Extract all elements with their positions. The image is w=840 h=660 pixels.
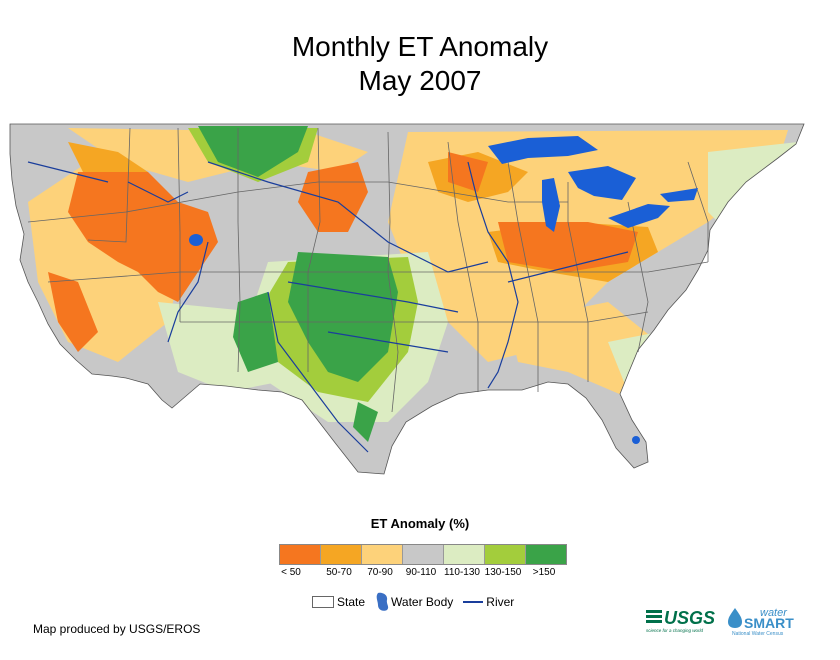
state-legend-item: State bbox=[312, 595, 365, 609]
water-body-legend-label: Water Body bbox=[391, 595, 454, 609]
national-water-census-text: National Water Census bbox=[732, 631, 784, 637]
lake-erie bbox=[608, 204, 670, 228]
usgs-tagline: science for a changing world bbox=[646, 628, 704, 633]
map-credit: Map produced by USGS/EROS bbox=[33, 622, 201, 636]
anomaly-lt50-illinois bbox=[498, 222, 638, 272]
legend-label-90-110: 90-110 bbox=[405, 567, 437, 578]
water-body-icon bbox=[376, 592, 389, 611]
reference-legend: State Water Body River bbox=[312, 592, 524, 612]
lake-superior bbox=[488, 136, 598, 164]
river-missouri bbox=[207, 161, 489, 273]
national-boundary bbox=[9, 123, 805, 475]
usgs-wordmark: USGS bbox=[664, 608, 715, 628]
usgs-logo: USGS science for a changing world bbox=[646, 608, 715, 633]
anomaly-110-130-northeast bbox=[708, 142, 798, 232]
river-rio-grande bbox=[267, 291, 369, 453]
legend-swatch-110-130 bbox=[444, 545, 485, 564]
river-mississippi bbox=[467, 161, 519, 389]
anomaly-lt50-dakotas bbox=[298, 162, 368, 232]
river-ohio bbox=[507, 251, 629, 283]
title-line-2: May 2007 bbox=[358, 65, 482, 96]
usgs-wave-icon bbox=[646, 610, 662, 623]
legend-swatch-lt50 bbox=[280, 545, 321, 564]
state-line bbox=[627, 201, 649, 353]
state-legend-label: State bbox=[337, 595, 366, 609]
state-line bbox=[177, 127, 181, 322]
anomaly-gt150-montana bbox=[198, 126, 308, 177]
legend-label-70-90: 70-90 bbox=[367, 567, 393, 578]
river-symbol bbox=[463, 601, 484, 603]
anomaly-gt150-texas bbox=[353, 402, 378, 442]
state-line bbox=[180, 311, 649, 323]
watersmart-water-text: water bbox=[760, 607, 788, 619]
river-red bbox=[327, 331, 449, 353]
river-arkansas bbox=[287, 281, 459, 313]
map-title: Monthly ET Anomaly May 2007 bbox=[0, 30, 840, 98]
legend-label-gt150: >150 bbox=[532, 567, 556, 578]
lake-michigan bbox=[542, 178, 560, 232]
watersmart-smart-text: SMART bbox=[744, 615, 794, 631]
lake-huron bbox=[568, 166, 636, 200]
watersmart-logo: water SMART National Water Census bbox=[728, 607, 794, 637]
anomaly-lt50-iowa bbox=[448, 152, 488, 192]
legend-title: ET Anomaly (%) bbox=[370, 516, 470, 531]
title-line-1: Monthly ET Anomaly bbox=[291, 31, 549, 62]
legend-color-bar bbox=[279, 544, 567, 565]
state-line bbox=[47, 261, 709, 283]
river-columbia bbox=[27, 161, 109, 183]
state-line bbox=[27, 181, 568, 223]
state-symbol bbox=[312, 596, 334, 608]
river-snake bbox=[127, 181, 189, 203]
water-bodies bbox=[189, 136, 698, 444]
legend-swatch-50-70 bbox=[321, 545, 362, 564]
lake-ontario bbox=[660, 188, 698, 202]
legend-swatch-90-110 bbox=[403, 545, 444, 564]
us-et-anomaly-map bbox=[9, 123, 805, 475]
legend-labels: < 50 50-70 70-90 90-110 110-130 130-150 … bbox=[279, 567, 563, 581]
river-legend-label: River bbox=[486, 595, 515, 609]
river-legend-item: River bbox=[463, 595, 514, 609]
anomaly-lt50-california bbox=[48, 272, 98, 352]
land-surface bbox=[10, 124, 804, 474]
anomaly-70-90-southeast bbox=[508, 302, 658, 402]
legend-label-lt50: < 50 bbox=[281, 567, 301, 578]
state-boundaries bbox=[27, 127, 709, 413]
anomaly-gt150-new-mexico bbox=[233, 292, 278, 372]
agency-logos: USGS science for a changing world water … bbox=[646, 607, 794, 637]
water-drop-icon bbox=[728, 608, 742, 628]
legend-label-110-130: 110-130 bbox=[444, 567, 480, 578]
anomaly-lt50-great-basin bbox=[68, 172, 218, 302]
state-line bbox=[237, 128, 241, 373]
great-salt-lake bbox=[189, 234, 203, 246]
water-body-legend-item: Water Body bbox=[375, 592, 453, 612]
river-colorado bbox=[167, 241, 209, 343]
anomaly-gt150-kansas-oklahoma bbox=[288, 252, 398, 382]
legend-swatch-70-90 bbox=[362, 545, 403, 564]
legend-swatch-gt150 bbox=[526, 545, 566, 564]
rivers bbox=[27, 161, 629, 453]
lake-okeechobee bbox=[632, 436, 640, 444]
state-line bbox=[87, 127, 131, 243]
legend-label-130-150: 130-150 bbox=[484, 567, 522, 578]
legend-label-50-70: 50-70 bbox=[326, 567, 352, 578]
legend-swatch-130-150 bbox=[485, 545, 526, 564]
